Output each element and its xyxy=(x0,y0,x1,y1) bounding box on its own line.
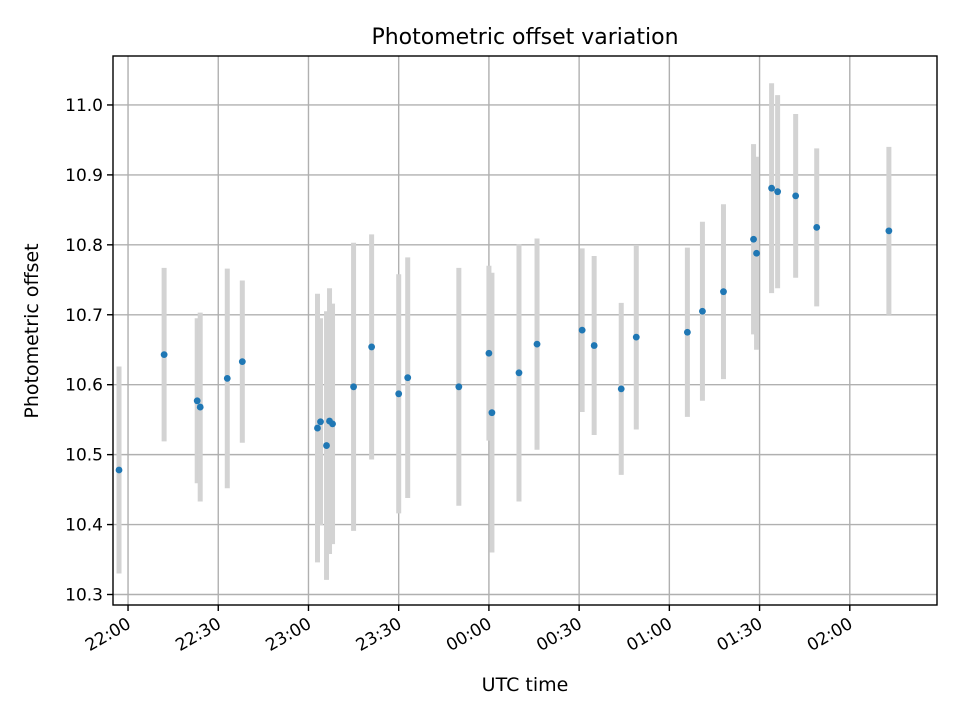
y-tick-label: 10.6 xyxy=(65,376,103,396)
data-point xyxy=(115,466,123,474)
data-point xyxy=(404,374,412,382)
y-tick-label: 10.5 xyxy=(65,446,103,466)
data-point xyxy=(455,383,463,391)
y-axis-label: Photometric offset xyxy=(21,243,43,418)
data-point xyxy=(160,351,168,359)
data-point xyxy=(238,358,246,366)
data-point xyxy=(485,349,493,357)
data-point xyxy=(813,223,821,231)
data-point xyxy=(768,184,775,192)
data-point xyxy=(617,385,625,393)
data-point xyxy=(395,390,403,398)
data-point xyxy=(196,403,204,411)
data-point xyxy=(368,343,376,351)
data-point xyxy=(720,288,727,296)
data-point xyxy=(323,442,330,449)
y-tick-label: 10.3 xyxy=(65,586,103,606)
data-point xyxy=(632,333,640,341)
y-tick-label: 10.4 xyxy=(65,516,103,536)
data-point xyxy=(193,397,201,405)
data-points xyxy=(115,184,893,474)
data-point xyxy=(317,418,324,426)
data-point xyxy=(223,375,231,382)
data-point xyxy=(515,369,523,377)
data-point xyxy=(578,326,586,334)
y-tick-label: 10.7 xyxy=(65,306,103,326)
data-point xyxy=(774,188,782,196)
x-axis-label: UTC time xyxy=(482,674,569,696)
data-point xyxy=(590,342,598,349)
data-point xyxy=(750,235,757,243)
data-point xyxy=(792,192,800,200)
data-point xyxy=(350,383,357,391)
y-tick-label: 10.8 xyxy=(65,236,103,256)
data-point xyxy=(699,307,706,315)
data-point xyxy=(683,328,691,336)
chart-title: Photometric offset variation xyxy=(371,25,678,50)
y-tick-label: 11.0 xyxy=(65,96,103,116)
data-point xyxy=(753,249,760,257)
data-point xyxy=(314,424,321,432)
data-point xyxy=(488,409,496,417)
data-point xyxy=(533,340,541,348)
data-point xyxy=(329,420,336,428)
plot-frame xyxy=(112,55,938,606)
data-point xyxy=(885,227,893,235)
y-tick-label: 10.9 xyxy=(65,166,103,186)
